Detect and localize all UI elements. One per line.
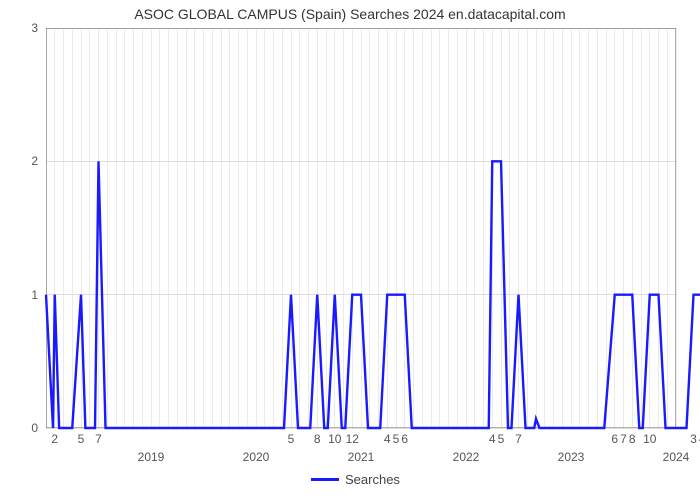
x-year-label: 2024: [663, 450, 690, 464]
plot-area: [46, 28, 676, 428]
x-year-label: 2019: [138, 450, 165, 464]
x-month-label: 12: [346, 432, 359, 446]
x-month-label: 4: [489, 432, 496, 446]
x-month-label: 7: [95, 432, 102, 446]
chart-title: ASOC GLOBAL CAMPUS (Spain) Searches 2024…: [0, 6, 700, 22]
x-month-label: 6: [611, 432, 618, 446]
x-month-label: 7: [620, 432, 627, 446]
x-month-label: 4: [384, 432, 391, 446]
x-month-label: 5: [288, 432, 295, 446]
legend-swatch: [311, 478, 339, 481]
x-year-label: 2020: [243, 450, 270, 464]
x-year-label: 2021: [348, 450, 375, 464]
x-month-label: 2: [51, 432, 58, 446]
x-year-label: 2022: [453, 450, 480, 464]
x-month-label: 5: [393, 432, 400, 446]
x-month-label: 8: [629, 432, 636, 446]
x-year-label: 2023: [558, 450, 585, 464]
y-tick-label: 0: [31, 421, 38, 435]
series-line: [46, 161, 700, 428]
legend: Searches: [311, 472, 400, 487]
x-month-label: 5: [78, 432, 85, 446]
x-month-label: 6: [401, 432, 408, 446]
x-month-label: 5: [498, 432, 505, 446]
legend-label: Searches: [345, 472, 400, 487]
y-tick-label: 1: [31, 288, 38, 302]
y-tick-label: 2: [31, 154, 38, 168]
y-tick-label: 3: [31, 21, 38, 35]
x-month-label: 7: [515, 432, 522, 446]
x-month-label: 8: [314, 432, 321, 446]
chart-container: ASOC GLOBAL CAMPUS (Spain) Searches 2024…: [0, 0, 700, 500]
x-month-label: 3: [690, 432, 697, 446]
x-month-label: 10: [328, 432, 341, 446]
x-month-label: 10: [643, 432, 656, 446]
series-svg: [46, 28, 676, 428]
